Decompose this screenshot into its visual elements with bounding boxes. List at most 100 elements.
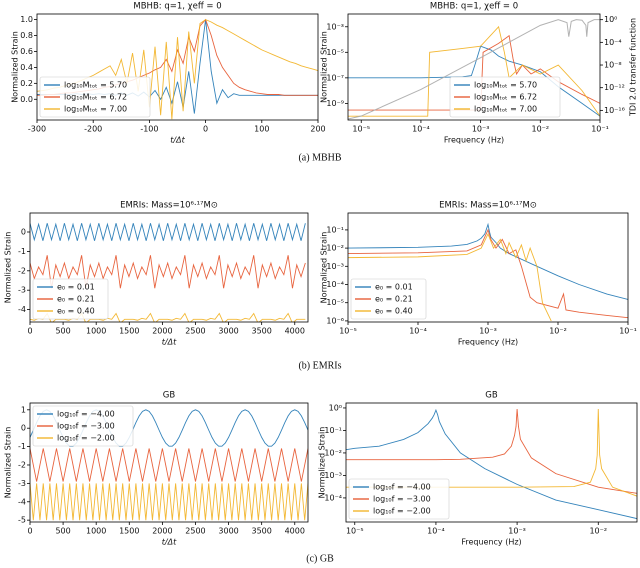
subplot: 10⁻⁵ 10⁻⁴ 10⁻³ 10⁻² 10⁻¹ 10⁻³ 10⁻⁵ 10⁻⁷ 10⁻⁹ 10⁰ 1… [320,2,638,145]
legend-label: e₀ = 0.21 [375,295,413,304]
y-tick-label: -4 [18,497,26,506]
x-tick-label: 10⁻¹ [619,327,637,336]
y-tick-label: -4 [18,305,26,314]
subplot: 10⁻⁵ 10⁻⁴ 10⁻³ 10⁻² 10⁻¹ 10⁻¹ 10⁻² 10⁻³ 10⁻⁴ 10⁻⁵… [320,201,637,347]
y-axis-label: Normalized Strain [318,427,327,499]
chart-title: MBHB: q=1, χeff = 0 [133,2,221,12]
legend-label: e₀ = 0.01 [375,283,413,292]
legend-label: e₀ = 0.21 [57,295,95,304]
x-tick-label: 0 [27,527,32,536]
legend-label: log₁₀f = −3.00 [373,495,431,504]
plot-area [348,222,628,322]
y-tick-label: 0 [21,228,26,237]
x-tick-label: 10⁻⁴ [412,125,430,134]
legend-label: log₁₀Mₜₒₜ = 5.70 [64,81,127,90]
x-axis-label: t/Δt [170,136,185,145]
chart-title: EMRIs: Mass=10⁶·¹⁷M⊙ [120,201,218,211]
x-tick-label: 10⁻³ [508,527,526,536]
x-tick-label: 4000 [285,527,305,536]
x-tick-label: 2500 [185,327,205,336]
legend-label: log₁₀Mₜₒₜ = 7.00 [64,105,127,114]
y-tick-label: 10⁻³ [326,22,344,31]
x-tick-label: 0 [203,125,208,134]
y-axis-label: Normalized Strain [4,427,13,499]
series-line [348,19,600,120]
legend-label: log₁₀Mₜₒₜ = 7.00 [474,105,537,114]
legend-box [32,278,109,320]
x-tick-label: 200 [310,125,325,134]
x-axis-label: Frequency (Hz) [444,136,504,145]
x-tick-label: -300 [28,125,46,134]
x-axis-label: Frequency (Hz) [461,538,521,547]
legend-label: log₁₀Mₜₒₜ = 5.70 [474,81,537,90]
subplot: 10⁻⁵ 10⁻⁴ 10⁻³ 10⁻² 10⁰ 10⁻¹ 10⁻² 10⁻³ 10⁻⁴ GB Fre… [318,391,638,547]
legend-label: log₁₀f = −2.00 [57,434,115,443]
caption: (b) EMRIs [298,360,341,371]
y2-tick-label: 10⁻⁸ [604,61,622,70]
y-tick-label: 10⁰ [329,403,342,412]
axes-frame [29,402,309,523]
x-tick-label: 3000 [218,527,238,536]
chart-title: MBHB: q=1, χeff = 0 [430,2,518,12]
y-tick-label: -3 [18,479,26,488]
legend-label: log₁₀f = −4.00 [57,410,115,419]
y-tick-label: 10⁻² [324,448,342,457]
series-line [30,448,308,482]
legend-label: log₁₀f = −3.00 [57,422,115,431]
series-line [348,25,600,117]
x-tick-label: 10⁻⁴ [427,527,445,536]
y-axis-label: Normalized Strain [4,232,13,304]
x-tick-label: 2500 [185,527,205,536]
x-tick-label: 10⁻² [589,527,607,536]
y-tick-label: 10⁻⁴ [326,280,344,289]
y-tick-label: 10⁻⁷ [326,73,344,82]
legend-box [449,76,561,118]
series-line [348,222,628,300]
y2-tick-label: 10⁻¹² [604,83,625,92]
x-tick-label: 500 [55,327,70,336]
plot-area [346,408,637,520]
y-tick-label: 10⁻¹ [324,426,342,435]
y-tick-label: 10⁻⁴ [324,493,342,502]
series-line [346,408,637,494]
axes-frame [345,402,638,523]
caption: (c) GB [306,553,334,564]
y-tick-label: 0 [21,424,26,433]
y-tick-label: 1.0 [20,15,33,24]
x-tick-label: 10⁻² [549,327,567,336]
legend-box [348,478,450,520]
subplot: 0 500 1000 1500 2000 2500 3000 3500 4000 -5 -4 -3 -2… [4,391,309,547]
y-tick-label: 0.4 [20,63,33,72]
legend-label: log₁₀Mₜₒₜ = 6.72 [474,93,537,102]
legend-label: log₁₀Mₜₒₜ = 6.72 [64,93,127,102]
y2-axis-label: TDI 2.0 transfer function [629,18,638,117]
axes-frame [29,212,309,323]
x-tick-label: 10⁻⁵ [339,327,357,336]
x-tick-label: 3500 [251,327,271,336]
x-tick-label: 1000 [86,327,106,336]
legend-label: log₁₀f = −4.00 [373,483,431,492]
x-tick-label: 10⁻⁵ [346,527,364,536]
x-tick-label: 10⁻⁴ [409,327,427,336]
subplot: -300 -200 -100 0 100 200 0.0 0.2 0.4 0.6 0.8 1.0 MBH… [11,2,326,145]
y-tick-label: 0.0 [20,95,33,104]
y-tick-label: 10⁻⁶ [326,316,344,325]
legend-box [32,405,134,447]
legend-label: e₀ = 0.40 [375,307,413,316]
axes-frame [347,13,601,121]
y-tick-label: 1 [21,405,26,414]
x-tick-label: 1500 [119,527,139,536]
x-tick-label: 0 [27,327,32,336]
y2-tick-label: 10⁻⁴ [604,38,622,47]
series-line [348,232,552,322]
caption: (a) MBHB [298,152,341,163]
y2-tick-label: 10⁰ [604,15,617,24]
series-line [30,255,306,289]
x-tick-label: 10⁻¹ [591,125,609,134]
x-tick-label: 3000 [218,327,238,336]
y-axis-label: Normalized Strain [320,31,329,103]
y-tick-label: -3 [18,286,26,295]
series-line [348,228,628,319]
legend-box [39,76,151,118]
y-tick-label: 0.6 [20,47,33,56]
